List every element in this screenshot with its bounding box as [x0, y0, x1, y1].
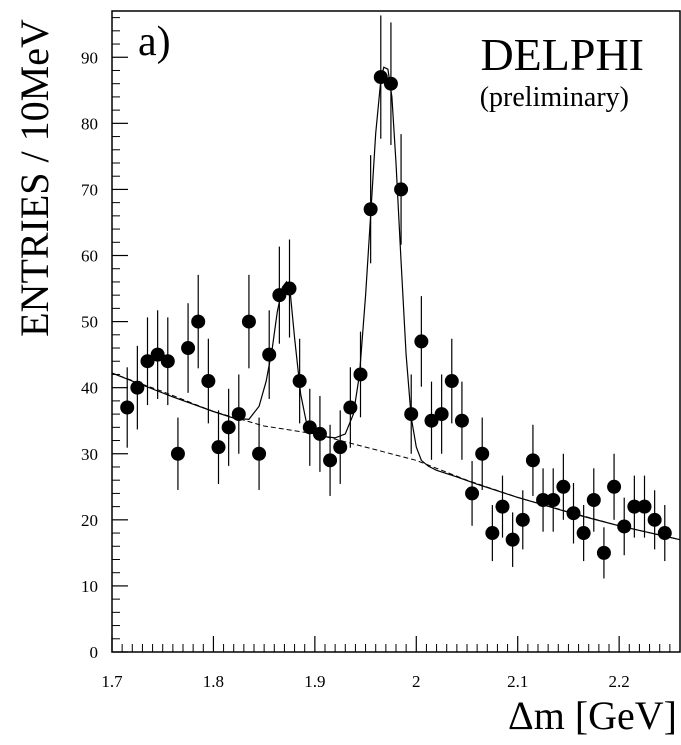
data-point: [515, 512, 530, 527]
data-point: [657, 526, 672, 541]
data-point: [282, 281, 297, 296]
data-point: [485, 526, 500, 541]
data-point: [647, 512, 662, 527]
y-tick-label: 60: [81, 247, 98, 266]
x-axis-label: Δm [GeV]: [508, 693, 677, 738]
x-tick-label: 2.2: [609, 672, 630, 691]
data-point: [150, 347, 165, 362]
data-point: [637, 499, 652, 514]
experiment-label: DELPHI: [480, 29, 644, 80]
y-tick-label: 30: [81, 445, 98, 464]
panel-label: a): [138, 19, 171, 65]
data-point: [424, 413, 439, 428]
data-point: [302, 420, 317, 435]
data-point: [191, 314, 206, 329]
data-point: [221, 420, 236, 435]
data-point: [617, 519, 632, 534]
data-point: [292, 374, 307, 389]
data-point: [454, 413, 469, 428]
data-point: [434, 407, 449, 422]
data-point: [181, 341, 196, 356]
data-point: [596, 545, 611, 560]
data-point: [566, 506, 581, 521]
y-tick-label: 80: [81, 114, 98, 133]
data-point: [383, 76, 398, 91]
data-point: [495, 499, 510, 514]
data-point: [353, 367, 368, 382]
data-point: [404, 407, 419, 422]
data-point: [475, 446, 490, 461]
data-point: [343, 400, 358, 415]
data-point: [586, 493, 601, 508]
y-tick-label: 20: [81, 511, 98, 530]
y-tick-label: 40: [81, 379, 98, 398]
data-point: [536, 493, 551, 508]
data-point: [414, 334, 429, 349]
data-point: [363, 202, 378, 217]
data-point: [272, 288, 287, 303]
data-point: [333, 440, 348, 455]
data-point: [170, 446, 185, 461]
data-point: [323, 453, 338, 468]
y-tick-label: 10: [81, 577, 98, 596]
data-point: [130, 380, 145, 395]
status-label: (preliminary): [480, 82, 629, 113]
data-point: [262, 347, 277, 362]
data-point: [241, 314, 256, 329]
data-point: [201, 374, 216, 389]
y-tick-label: 0: [90, 643, 99, 662]
data-point: [394, 182, 409, 197]
data-point: [556, 479, 571, 494]
data-point: [252, 446, 267, 461]
x-tick-label: 1.9: [304, 672, 325, 691]
data-point: [373, 70, 388, 85]
data-point: [576, 526, 591, 541]
data-point: [505, 532, 520, 547]
data-point: [160, 354, 175, 369]
data-point: [465, 486, 480, 501]
y-tick-label: 70: [81, 180, 98, 199]
x-tick-label: 1.8: [203, 672, 224, 691]
data-point: [546, 493, 561, 508]
x-tick-label: 1.7: [101, 672, 123, 691]
data-point: [444, 374, 459, 389]
x-tick-label: 2: [412, 672, 421, 691]
y-tick-label: 90: [81, 48, 98, 67]
data-point: [231, 407, 246, 422]
y-axis-label: ENTRIES / 10MeV: [12, 19, 57, 337]
data-point: [120, 400, 135, 415]
data-point: [525, 453, 540, 468]
data-point: [627, 499, 642, 514]
data-point: [211, 440, 226, 455]
x-tick-label: 2.1: [507, 672, 528, 691]
y-tick-label: 50: [81, 313, 98, 332]
data-point: [607, 479, 622, 494]
data-point: [140, 354, 155, 369]
data-point: [312, 426, 327, 441]
